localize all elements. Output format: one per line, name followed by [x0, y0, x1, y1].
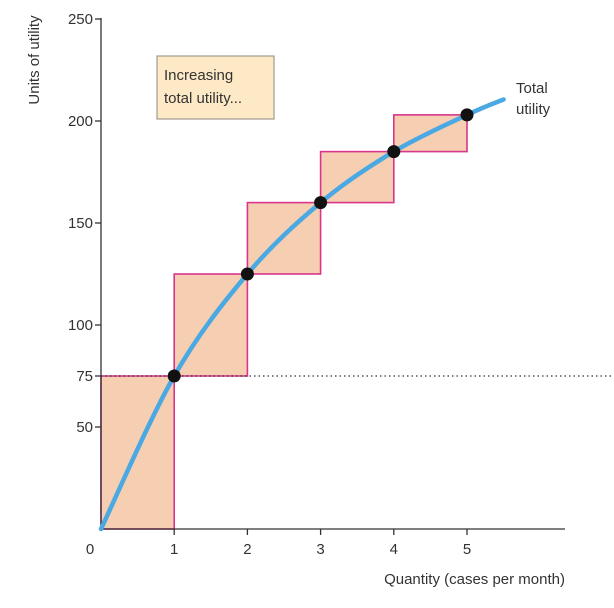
y-ticks: 50 75 100 150 200 250	[68, 11, 101, 436]
annotation-line-2: total utility...	[164, 90, 242, 107]
x-axis-title: Quantity (cases per month)	[384, 571, 565, 588]
y-tick-label-100: 100	[68, 317, 93, 334]
y-tick-label-50: 50	[76, 419, 93, 436]
y-axis-title: Units of utility	[26, 15, 43, 105]
data-point-4	[387, 145, 401, 159]
annotation-box-bg	[156, 55, 275, 120]
y-tick-label-250: 250	[68, 11, 93, 28]
total-utility-curve	[98, 97, 506, 532]
data-point-1	[167, 369, 181, 383]
series-label-line-2: utility	[516, 101, 551, 118]
x-tick-label-4: 4	[390, 541, 398, 558]
axes	[100, 18, 565, 530]
y-tick-label-75: 75	[76, 368, 93, 385]
annotation-box: Increasing total utility...	[156, 55, 275, 120]
y-tick-label-200: 200	[68, 113, 93, 130]
x-tick-label-3: 3	[316, 541, 324, 558]
data-point-2	[240, 267, 254, 281]
step-bars	[100, 114, 468, 530]
data-point-3	[314, 196, 328, 210]
data-point-5	[460, 108, 474, 122]
annotation-line-1: Increasing	[164, 67, 233, 84]
x-tick-label-5: 5	[463, 541, 471, 558]
x-tick-label-1: 1	[170, 541, 178, 558]
data-points	[167, 108, 474, 383]
x-tick-label-0: 0	[86, 541, 94, 558]
x-tick-label-2: 2	[243, 541, 251, 558]
y-tick-label-150: 150	[68, 215, 93, 232]
x-ticks: 0 1 2 3 4 5	[86, 529, 471, 558]
series-label-line-1: Total	[516, 80, 548, 97]
